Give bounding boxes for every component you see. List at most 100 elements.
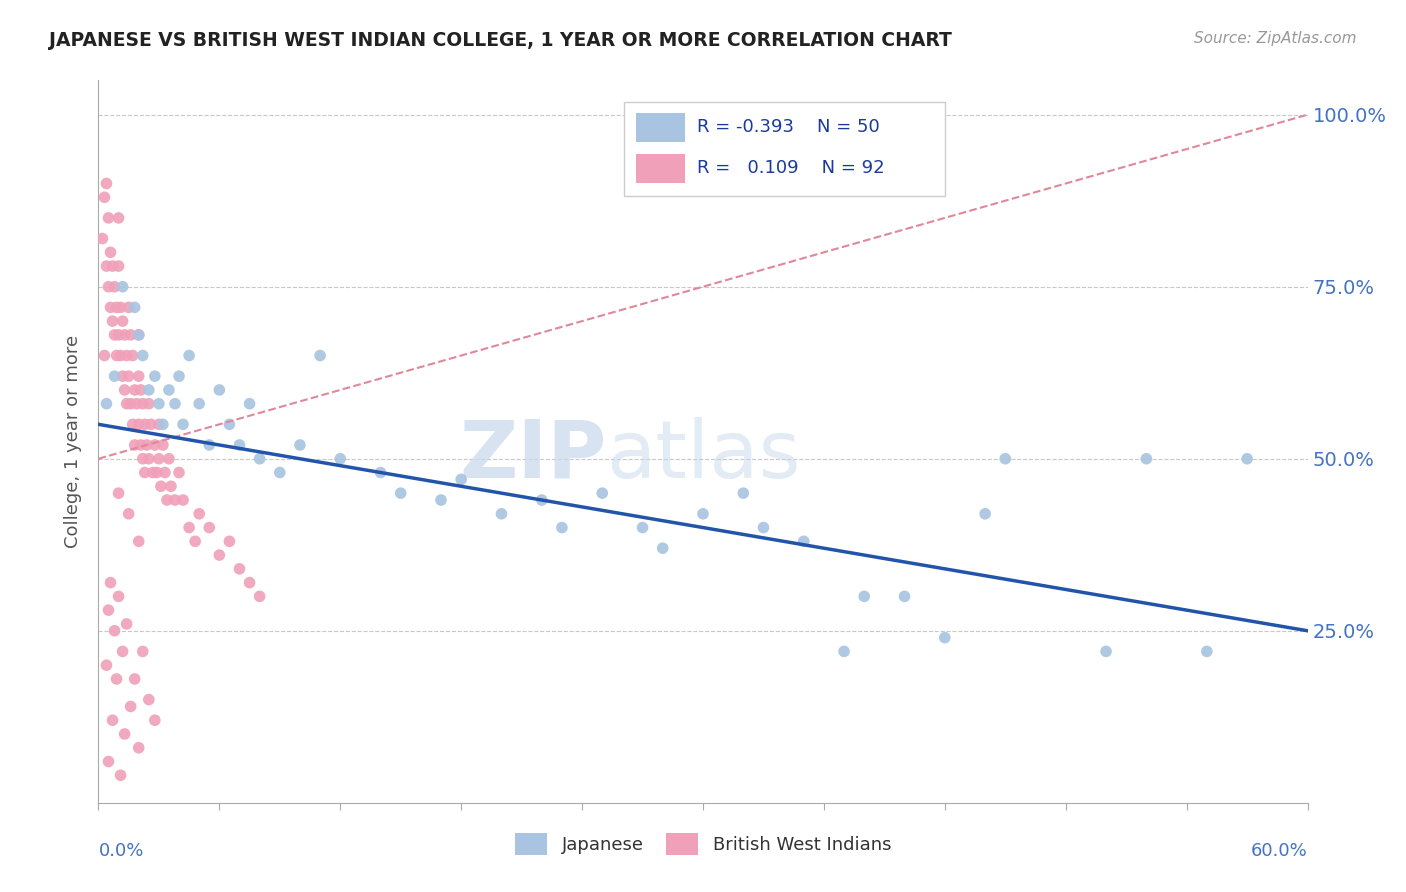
Point <box>172 417 194 432</box>
Point <box>143 438 166 452</box>
Text: R = -0.393    N = 50: R = -0.393 N = 50 <box>697 119 880 136</box>
Point <box>97 211 120 225</box>
Point <box>115 349 138 363</box>
Point <box>149 479 172 493</box>
Point <box>100 575 122 590</box>
Point <box>128 369 150 384</box>
Point <box>146 466 169 480</box>
Point <box>208 548 231 562</box>
Point <box>152 438 174 452</box>
Point <box>132 644 155 658</box>
Point <box>101 259 124 273</box>
Point <box>107 211 129 225</box>
Point <box>157 383 180 397</box>
Point <box>1236 451 1258 466</box>
Point <box>114 327 136 342</box>
Point <box>156 493 179 508</box>
Point <box>96 397 118 411</box>
Point <box>239 575 262 590</box>
Point <box>103 327 125 342</box>
Point <box>118 369 141 384</box>
Point <box>135 438 157 452</box>
Point <box>120 699 142 714</box>
Text: atlas: atlas <box>606 417 800 495</box>
Text: 60.0%: 60.0% <box>1251 842 1308 860</box>
Point <box>128 327 150 342</box>
Point <box>111 279 134 293</box>
Point <box>138 397 160 411</box>
Point <box>100 245 122 260</box>
Point <box>103 279 125 293</box>
Point <box>450 472 472 486</box>
Text: 0.0%: 0.0% <box>98 842 143 860</box>
FancyBboxPatch shape <box>637 112 685 142</box>
Point <box>115 616 138 631</box>
Point <box>129 438 152 452</box>
Point <box>103 369 125 384</box>
Point <box>198 520 221 534</box>
Point <box>249 451 271 466</box>
Point <box>893 590 915 604</box>
Point <box>107 590 129 604</box>
Point <box>160 479 183 493</box>
Point <box>167 466 190 480</box>
Point <box>128 740 150 755</box>
Point <box>101 713 124 727</box>
Point <box>103 624 125 638</box>
Point <box>105 672 128 686</box>
Point <box>138 383 160 397</box>
Point <box>97 603 120 617</box>
Point <box>184 534 207 549</box>
Point <box>107 259 129 273</box>
Point <box>591 486 613 500</box>
Point <box>121 417 143 432</box>
Y-axis label: College, 1 year or more: College, 1 year or more <box>65 335 83 548</box>
Point <box>124 438 146 452</box>
Point <box>132 451 155 466</box>
Point <box>118 507 141 521</box>
Point <box>157 451 180 466</box>
Legend: Japanese, British West Indians: Japanese, British West Indians <box>515 833 891 855</box>
Point <box>148 451 170 466</box>
Point <box>128 417 150 432</box>
Point <box>93 190 115 204</box>
Point <box>124 301 146 315</box>
Point <box>430 493 453 508</box>
Point <box>111 644 134 658</box>
Point <box>832 644 855 658</box>
Point <box>91 231 114 245</box>
Point <box>129 383 152 397</box>
Point <box>93 349 115 363</box>
Point <box>100 301 122 315</box>
Point <box>179 520 201 534</box>
Point <box>1135 451 1157 466</box>
Point <box>309 349 332 363</box>
Point <box>733 486 755 500</box>
Text: Source: ZipAtlas.com: Source: ZipAtlas.com <box>1194 31 1357 46</box>
Point <box>96 658 118 673</box>
Point <box>107 486 129 500</box>
Point <box>120 397 142 411</box>
Point <box>101 314 124 328</box>
Point <box>125 397 148 411</box>
Point <box>128 327 150 342</box>
Text: R =   0.109    N = 92: R = 0.109 N = 92 <box>697 160 884 178</box>
Point <box>97 755 120 769</box>
Point <box>128 534 150 549</box>
Point <box>288 438 311 452</box>
Point <box>118 301 141 315</box>
Point <box>105 349 128 363</box>
Point <box>132 349 155 363</box>
Point <box>143 713 166 727</box>
Text: ZIP: ZIP <box>458 417 606 495</box>
Point <box>389 486 412 500</box>
Point <box>1195 644 1218 658</box>
Point <box>114 727 136 741</box>
Point <box>110 301 132 315</box>
Point <box>115 397 138 411</box>
Point <box>124 672 146 686</box>
Point <box>143 369 166 384</box>
Point <box>134 417 156 432</box>
Point <box>142 466 165 480</box>
Point <box>172 493 194 508</box>
